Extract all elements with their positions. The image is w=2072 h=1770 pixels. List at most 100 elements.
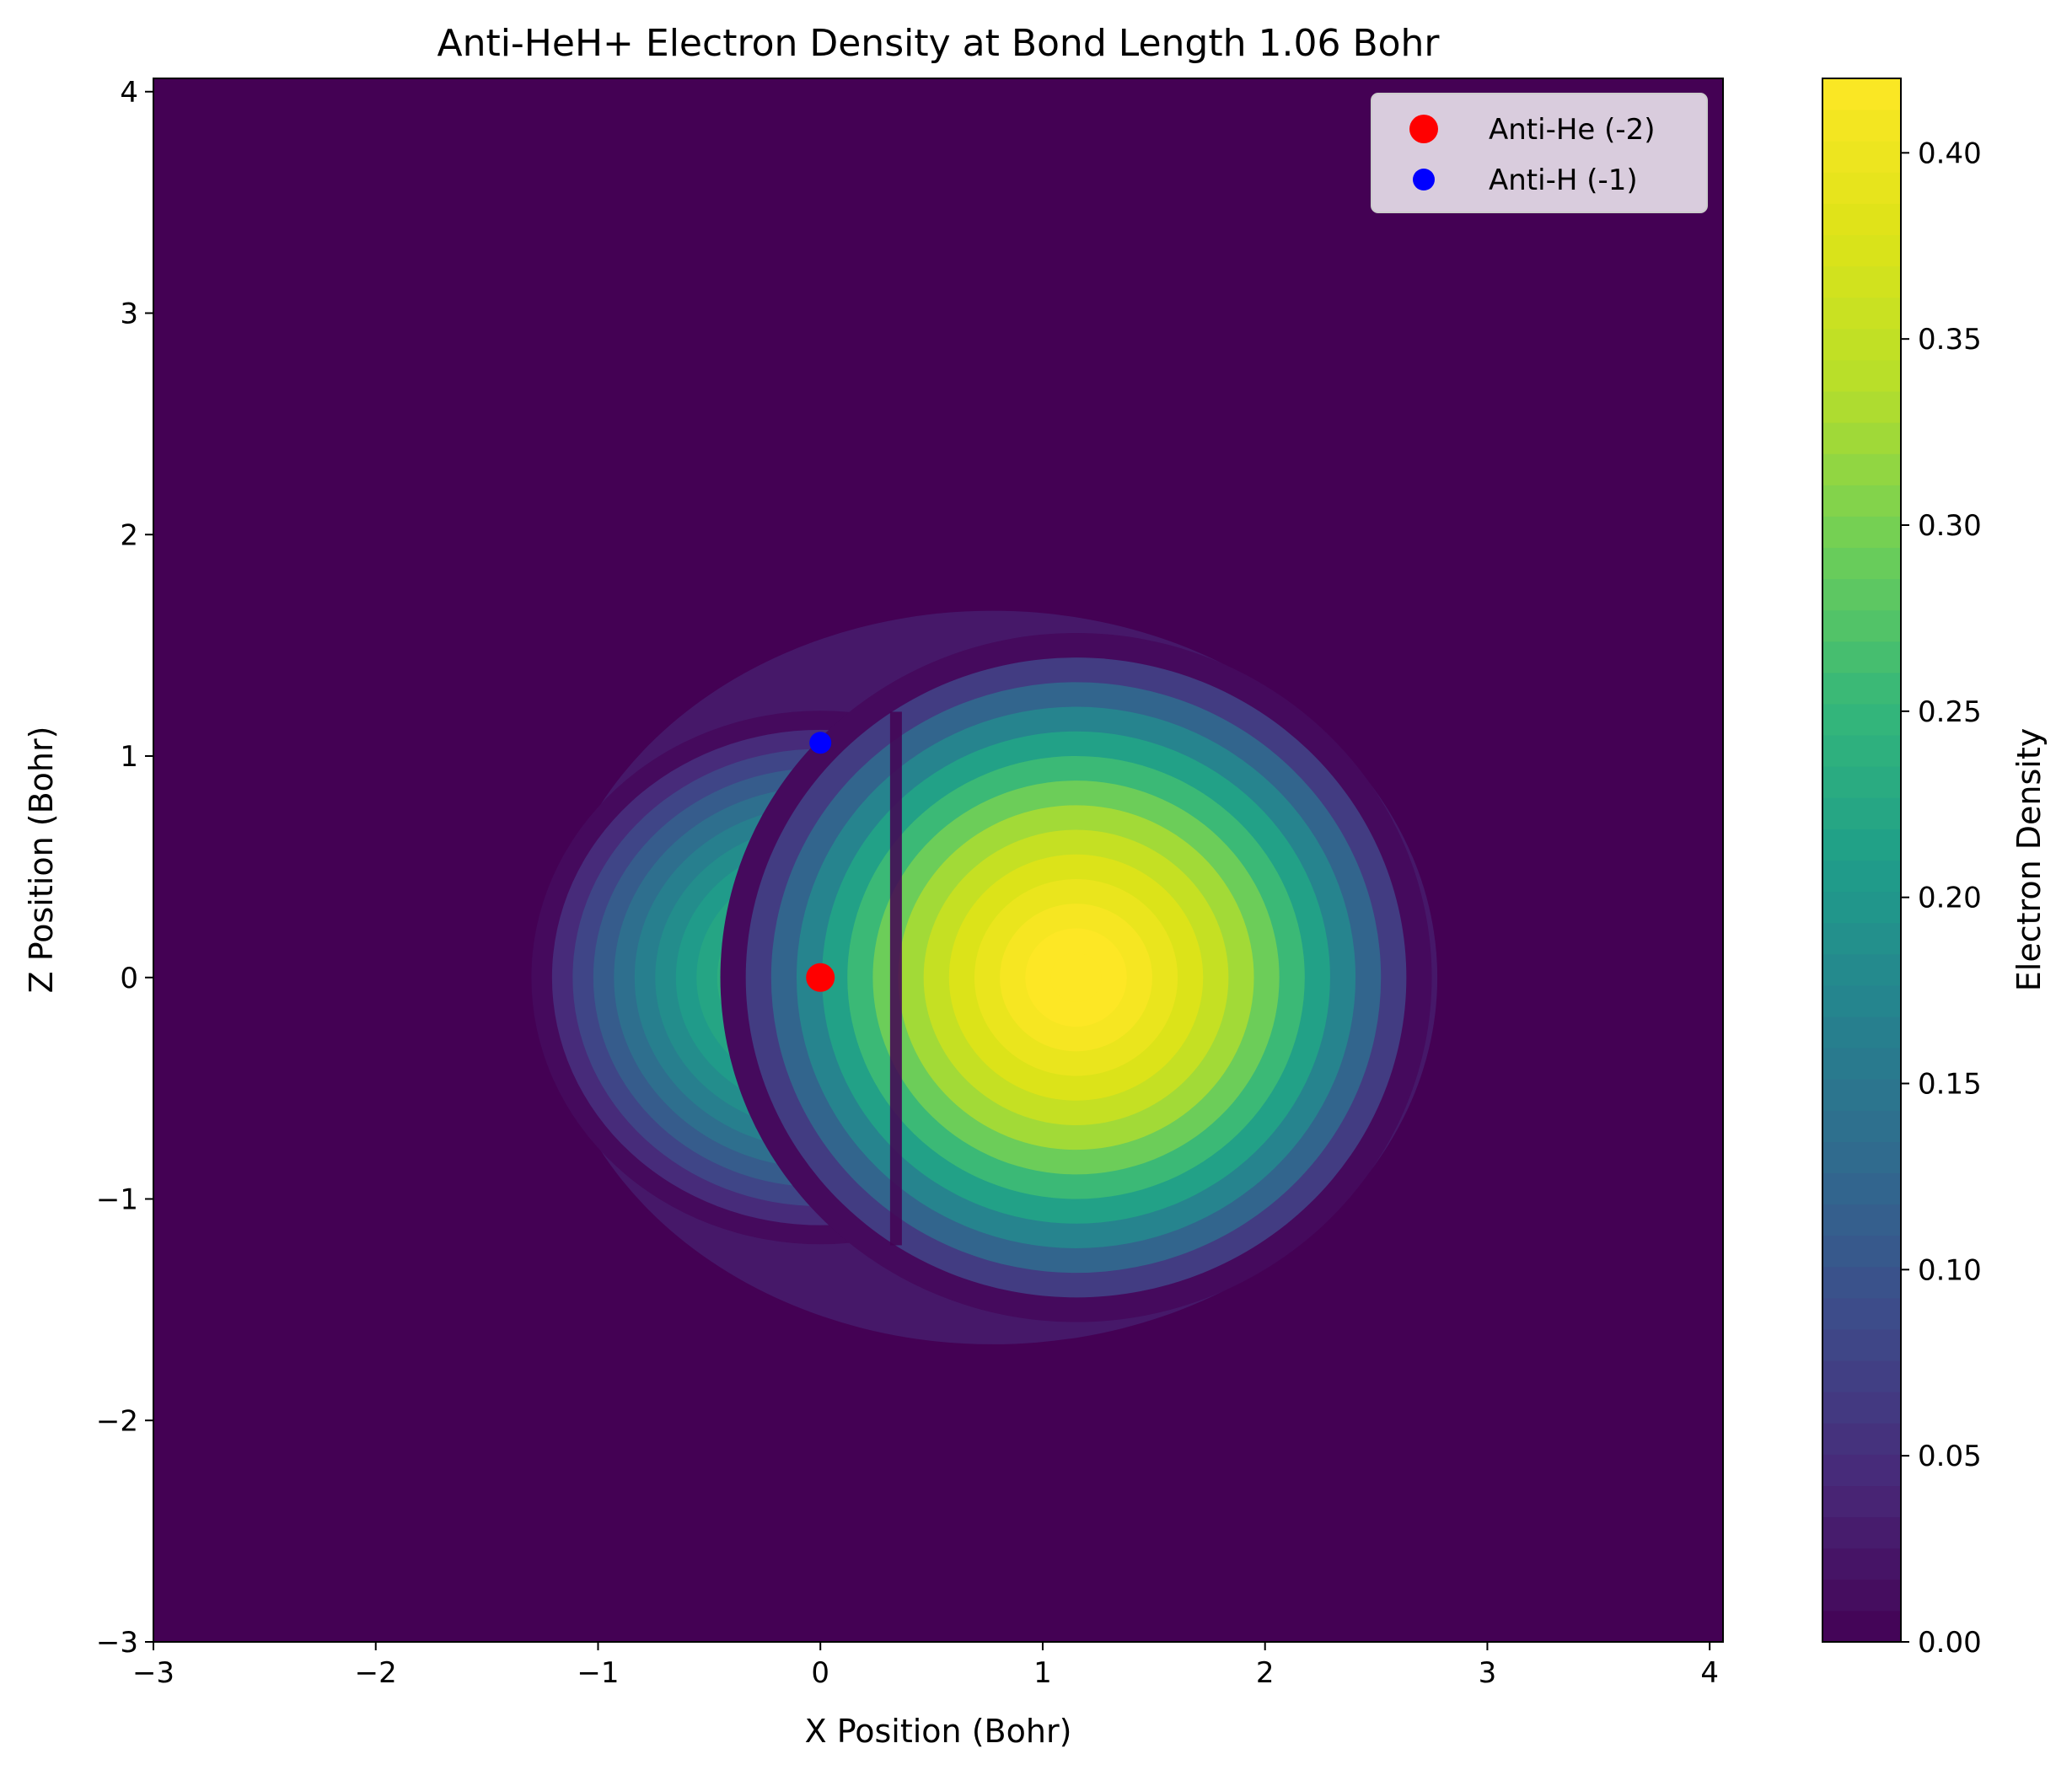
colorbar-band <box>1822 1392 1901 1424</box>
colorbar-band <box>1822 422 1901 454</box>
colorbar-tick-label: 0.40 <box>1918 137 1982 170</box>
colorbar-band <box>1822 359 1901 392</box>
colorbar-band <box>1822 1235 1901 1268</box>
colorbar-band <box>1822 1141 1901 1173</box>
x-tick-label: 2 <box>1256 1656 1275 1690</box>
legend-marker-anti-he <box>1409 115 1438 143</box>
y-axis-label: Z Position (Bohr) <box>23 727 60 994</box>
colorbar-band <box>1822 672 1901 705</box>
colorbar-frame <box>1822 78 1902 1643</box>
y-tick-label: 3 <box>120 298 138 331</box>
colorbar-band <box>1822 547 1901 580</box>
colorbar-band <box>1822 485 1901 517</box>
colorbar-band <box>1822 797 1901 829</box>
density-contour-right <box>1050 952 1102 1002</box>
colorbar-band <box>1822 578 1901 611</box>
colorbar-band <box>1822 391 1901 423</box>
legend-label-anti-h: Anti-H (-1) <box>1489 164 1638 197</box>
colorbar-tick-label: 0.35 <box>1918 323 1982 357</box>
colorbar-tick-label: 0.20 <box>1918 882 1982 915</box>
legend-marker-anti-h <box>1413 169 1435 190</box>
colorbar-band <box>1822 266 1901 298</box>
colorbar-band <box>1822 984 1901 1017</box>
colorbar-band <box>1822 1423 1901 1455</box>
y-tick-label: −3 <box>96 1626 138 1660</box>
colorbar-band <box>1822 110 1901 142</box>
colorbar-band <box>1822 735 1901 767</box>
colorbar-tick-label: 0.00 <box>1918 1626 1982 1660</box>
y-tick-label: −1 <box>96 1183 138 1217</box>
colorbar-band <box>1822 1204 1901 1236</box>
colorbar-band <box>1822 891 1901 924</box>
colorbar-band <box>1822 1329 1901 1361</box>
x-tick-label: 1 <box>1033 1656 1052 1690</box>
colorbar-band <box>1822 516 1901 548</box>
x-axis-label: X Position (Bohr) <box>805 1713 1072 1750</box>
plot-area <box>153 78 1724 1643</box>
colorbar-band <box>1822 1516 1901 1549</box>
colorbar-band <box>1822 1016 1901 1049</box>
x-axis: −3 −2 −1 0 1 2 3 4 <box>132 1642 1719 1690</box>
colorbar-band <box>1822 1610 1901 1643</box>
colorbar-band <box>1822 1297 1901 1330</box>
x-tick-label: 4 <box>1700 1656 1719 1690</box>
colorbar-bands <box>1822 78 1901 1643</box>
colorbar-ticks: 0.00 0.05 0.10 0.15 0.20 0.25 0.30 0.35 0.40 <box>1901 137 1982 1660</box>
marker-anti-h <box>809 732 832 754</box>
colorbar-band <box>1822 1485 1901 1518</box>
y-tick-label: 0 <box>120 962 138 995</box>
chart-title: Anti-HeH+ Electron Density at Bond Lengt… <box>437 22 1440 65</box>
colorbar-band <box>1822 78 1901 110</box>
colorbar-band <box>1822 953 1901 986</box>
colorbar-band <box>1822 1454 1901 1486</box>
marker-anti-he <box>806 963 835 992</box>
colorbar-band <box>1822 297 1901 330</box>
colorbar-band <box>1822 141 1901 173</box>
colorbar-band <box>1822 829 1901 861</box>
plot-frame <box>153 78 1724 1643</box>
colorbar-band <box>1822 704 1901 736</box>
colorbar-band <box>1822 1547 1901 1580</box>
legend-label-anti-he: Anti-He (-2) <box>1489 113 1656 147</box>
x-tick-label: −1 <box>577 1656 619 1690</box>
colorbar-tick-label: 0.30 <box>1918 509 1982 543</box>
colorbar-label: Electron Density <box>2010 728 2048 991</box>
colorbar: 0.00 0.05 0.10 0.15 0.20 0.25 0.30 0.35 0.40 Ele… <box>1822 78 2048 1660</box>
density-field <box>531 610 1438 1344</box>
y-tick-label: 2 <box>120 518 138 552</box>
colorbar-band <box>1822 641 1901 673</box>
colorbar-band <box>1822 203 1901 235</box>
colorbar-band <box>1822 1579 1901 1612</box>
y-tick-label: −2 <box>96 1404 138 1438</box>
colorbar-band <box>1822 1360 1901 1392</box>
legend-box <box>1371 93 1708 213</box>
x-tick-label: 3 <box>1479 1656 1497 1690</box>
y-tick-label: 4 <box>120 76 138 110</box>
y-tick-label: 1 <box>120 740 138 774</box>
colorbar-band <box>1822 328 1901 361</box>
colorbar-band <box>1822 234 1901 267</box>
x-tick-label: −2 <box>355 1656 397 1690</box>
colorbar-tick-label: 0.10 <box>1918 1253 1982 1287</box>
colorbar-tick-label: 0.05 <box>1918 1440 1982 1473</box>
colorbar-band <box>1822 922 1901 955</box>
colorbar-band <box>1822 172 1901 204</box>
colorbar-band <box>1822 1048 1901 1080</box>
colorbar-band <box>1822 609 1901 642</box>
colorbar-band <box>1822 1079 1901 1111</box>
atom-markers <box>806 732 835 992</box>
legend: Anti-He (-2) Anti-H (-1) <box>1371 93 1708 213</box>
node-plane <box>889 711 902 1246</box>
colorbar-band <box>1822 766 1901 798</box>
x-tick-label: −3 <box>132 1656 174 1690</box>
colorbar-tick-label: 0.25 <box>1918 695 1982 729</box>
colorbar-band <box>1822 860 1901 893</box>
colorbar-band <box>1822 1266 1901 1299</box>
y-axis: −3 −2 −1 0 1 2 3 4 <box>96 76 153 1660</box>
colorbar-band <box>1822 453 1901 485</box>
colorbar-band <box>1822 1172 1901 1205</box>
x-tick-label: 0 <box>811 1656 829 1690</box>
colorbar-tick-label: 0.15 <box>1918 1068 1982 1102</box>
colorbar-band <box>1822 1110 1901 1142</box>
